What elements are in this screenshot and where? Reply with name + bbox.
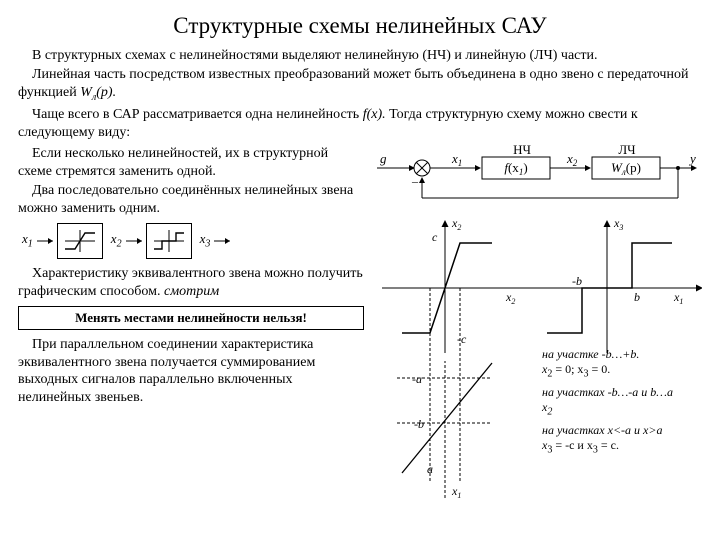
svg-text:y: y <box>688 151 696 166</box>
paragraph-6: Характеристику эквивалентного звена можн… <box>18 265 364 300</box>
svg-text:x3: x3 <box>613 216 623 232</box>
formula-2: на участках -b…-a и b…a x2 <box>542 385 702 419</box>
svg-text:x2: x2 <box>505 290 515 306</box>
paragraph-4: Если несколько нелинейностей, их в струк… <box>18 145 364 180</box>
svg-text:-c: -c <box>457 332 467 346</box>
svg-text:c: c <box>432 230 438 244</box>
svg-text:x1: x1 <box>451 484 461 500</box>
nonlinear-block-2 <box>146 223 192 259</box>
svg-text:b: b <box>634 290 640 304</box>
formula-3: на участках x<-a и x>a x3 = -c и x3 = c. <box>542 423 702 457</box>
svg-text:-b: -b <box>414 417 424 431</box>
formulas-block: на участке -b…+b. x2 = 0; x3 = 0. на уча… <box>542 343 702 461</box>
paragraph-5: Два последовательно соединённых нелинейн… <box>18 182 364 217</box>
svg-text:x2: x2 <box>451 216 461 232</box>
formula-1: на участке -b…+b. x2 = 0; x3 = 0. <box>542 347 702 381</box>
nonlinear-block-1 <box>57 223 103 259</box>
boxed-warning: Менять местами нелинейности нельзя! <box>18 306 364 330</box>
svg-text:a: a <box>427 462 433 476</box>
svg-text:x2: x2 <box>566 151 578 168</box>
paragraph-7: При параллельном соединении характеристи… <box>18 336 364 406</box>
block-diagram: НЧ ЛЧ g – x1 f(x1) x2 Wл(p) <box>372 143 702 213</box>
svg-text:-a: -a <box>412 372 422 386</box>
nch-label: НЧ <box>513 143 531 157</box>
paragraph-1: В структурных схемах с нелинейностями вы… <box>18 47 702 65</box>
svg-text:-b: -b <box>572 274 582 288</box>
page-title: Структурные схемы нелинейных САУ <box>18 12 702 41</box>
svg-text:f(x1): f(x1) <box>504 160 527 177</box>
svg-text:x1: x1 <box>673 290 683 306</box>
svg-text:g: g <box>380 151 387 166</box>
lch-label: ЛЧ <box>618 143 636 157</box>
svg-text:x1: x1 <box>451 151 462 168</box>
svg-text:Wл(p): Wл(p) <box>611 160 641 177</box>
svg-text:–: – <box>411 174 419 188</box>
paragraph-2: Линейная часть посредством известных пре… <box>18 66 702 104</box>
serial-blocks: x1 x2 x3 <box>18 223 364 259</box>
paragraph-3: Чаще всего в САР рассматривается одна не… <box>18 106 702 141</box>
